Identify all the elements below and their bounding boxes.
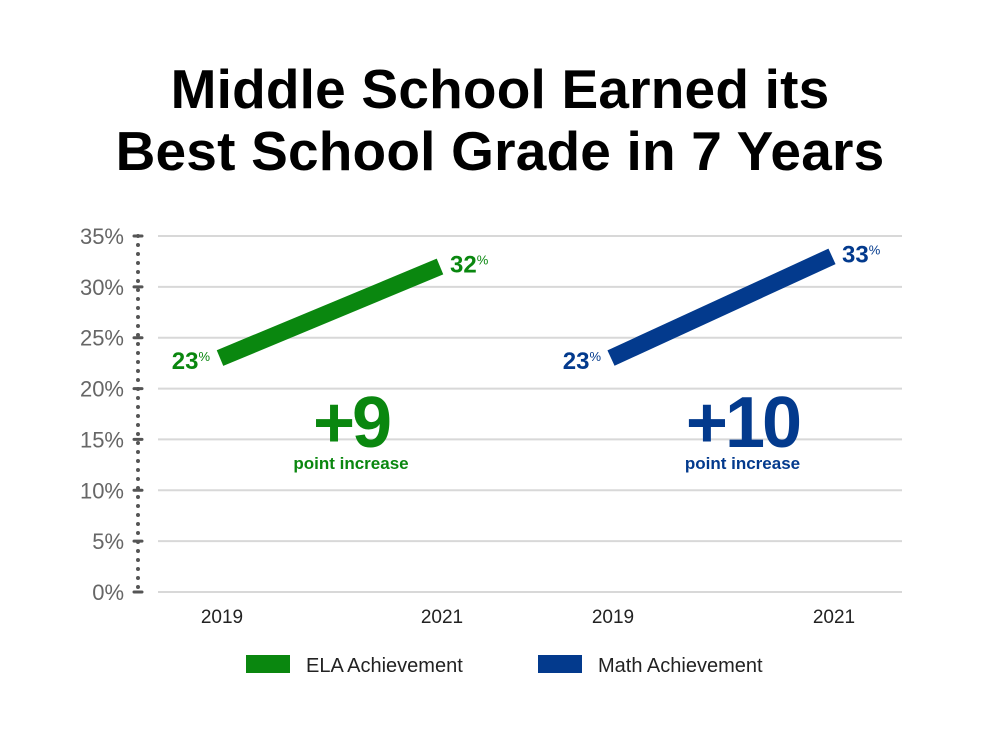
y-tick-label: 0%: [92, 580, 124, 605]
y-tick-label: 10%: [80, 478, 124, 503]
y-tick-label: 25%: [80, 326, 124, 351]
y-tick-label: 20%: [80, 377, 124, 402]
y-tick-label: 15%: [80, 427, 124, 452]
x-tick-label: 2021: [421, 607, 463, 628]
y-tick-label: 5%: [92, 529, 124, 554]
chart-title: Middle School Earned its Best School Gra…: [0, 58, 1000, 182]
x-tick-label: 2021: [813, 607, 855, 628]
y-tick-label: 35%: [80, 224, 124, 249]
series-line-ela: [216, 258, 444, 366]
legend-swatch: [246, 655, 290, 673]
series-line-math: [607, 248, 836, 366]
x-tick-label: 2019: [201, 607, 243, 628]
legend-label: Math Achievement: [598, 655, 763, 677]
legend-label: ELA Achievement: [306, 655, 463, 677]
change-value: +10: [686, 383, 800, 463]
data-label-start: 23%: [172, 348, 211, 375]
legend-swatch: [538, 655, 582, 673]
change-value: +9: [313, 383, 390, 463]
data-label-end: 33%: [842, 241, 881, 268]
y-tick-label: 30%: [80, 275, 124, 300]
change-label: point increase: [685, 454, 800, 473]
data-label-end: 32%: [450, 252, 489, 279]
change-label: point increase: [293, 454, 408, 473]
data-label-start: 23%: [563, 348, 602, 375]
title-line-2: Best School Grade in 7 Years: [115, 120, 885, 182]
title-line-1: Middle School Earned its: [170, 58, 830, 120]
x-tick-label: 2019: [592, 607, 634, 628]
